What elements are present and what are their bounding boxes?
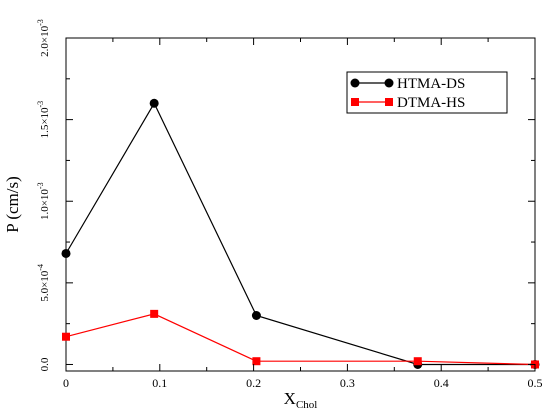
y-tick-label-1: 5.0×10-4 bbox=[36, 264, 51, 302]
x-tick-label-0: 0 bbox=[63, 376, 69, 390]
y-tick-label-0: 0.0 bbox=[39, 357, 51, 371]
x-axis-title-subscript: Chol bbox=[296, 399, 317, 411]
legend-marker-1-0 bbox=[351, 98, 359, 106]
legend-box bbox=[346, 71, 508, 114]
legend-marker-1-1 bbox=[385, 98, 393, 106]
legend-marker-0-1 bbox=[384, 78, 394, 88]
x-tick-label-5: 0.5 bbox=[528, 376, 543, 390]
legend-label-0: HTMA-DS bbox=[397, 76, 465, 92]
y-tick-label-exponent-4: -3 bbox=[36, 19, 45, 26]
series-line-0 bbox=[65, 102, 535, 366]
y-tick-label-2: 1.0×10-3 bbox=[36, 182, 51, 220]
y-axis-title: P (cm/s) bbox=[3, 176, 22, 233]
x-axis-title-main: X bbox=[284, 389, 296, 408]
legend-marker-0-0 bbox=[350, 78, 360, 88]
series-line-1 bbox=[65, 313, 536, 366]
y-tick-label-exponent-1: -4 bbox=[36, 264, 45, 271]
data-point-0-1 bbox=[149, 98, 159, 108]
data-point-1-0 bbox=[62, 332, 70, 341]
data-point-0-2 bbox=[251, 311, 261, 320]
y-tick-label-exponent-2: -3 bbox=[36, 182, 45, 189]
x-tick-label-1: 0.1 bbox=[152, 376, 167, 390]
y-tick-label-mantissa-4: 2.0×10 bbox=[39, 25, 51, 56]
y-tick-label-mantissa-2: 1.0×10 bbox=[39, 189, 51, 220]
legend: HTMA-DS DTMA-HS bbox=[346, 71, 508, 114]
data-point-1-1 bbox=[150, 309, 159, 318]
y-tick-label-mantissa-3: 1.5×10 bbox=[39, 107, 51, 138]
legend-label-1: DTMA-HS bbox=[397, 95, 465, 111]
y-tick-label-4: 2.0×10-3 bbox=[36, 19, 51, 57]
y-tick-label-mantissa-1: 5.0×10 bbox=[39, 270, 51, 301]
x-tick-label-3: 0.3 bbox=[340, 376, 355, 390]
data-point-1-3 bbox=[413, 357, 422, 366]
data-point-0-0 bbox=[61, 248, 71, 258]
x-tick-label-4: 0.4 bbox=[434, 376, 449, 390]
y-tick-label-mantissa-0: 0.0 bbox=[39, 357, 51, 371]
data-point-1-2 bbox=[252, 357, 261, 366]
y-tick-label-exponent-3: -3 bbox=[36, 101, 45, 108]
series-layer bbox=[61, 98, 540, 369]
x-tick-label-2: 0.2 bbox=[246, 376, 261, 390]
axes-layer: 0 0.1 0.2 0.3 0.4 0.50.05.0×10-41.0×10-31.5×1… bbox=[36, 19, 543, 390]
y-tick-label-3: 1.5×10-3 bbox=[36, 101, 51, 139]
x-axis-title: XChol bbox=[284, 389, 318, 411]
